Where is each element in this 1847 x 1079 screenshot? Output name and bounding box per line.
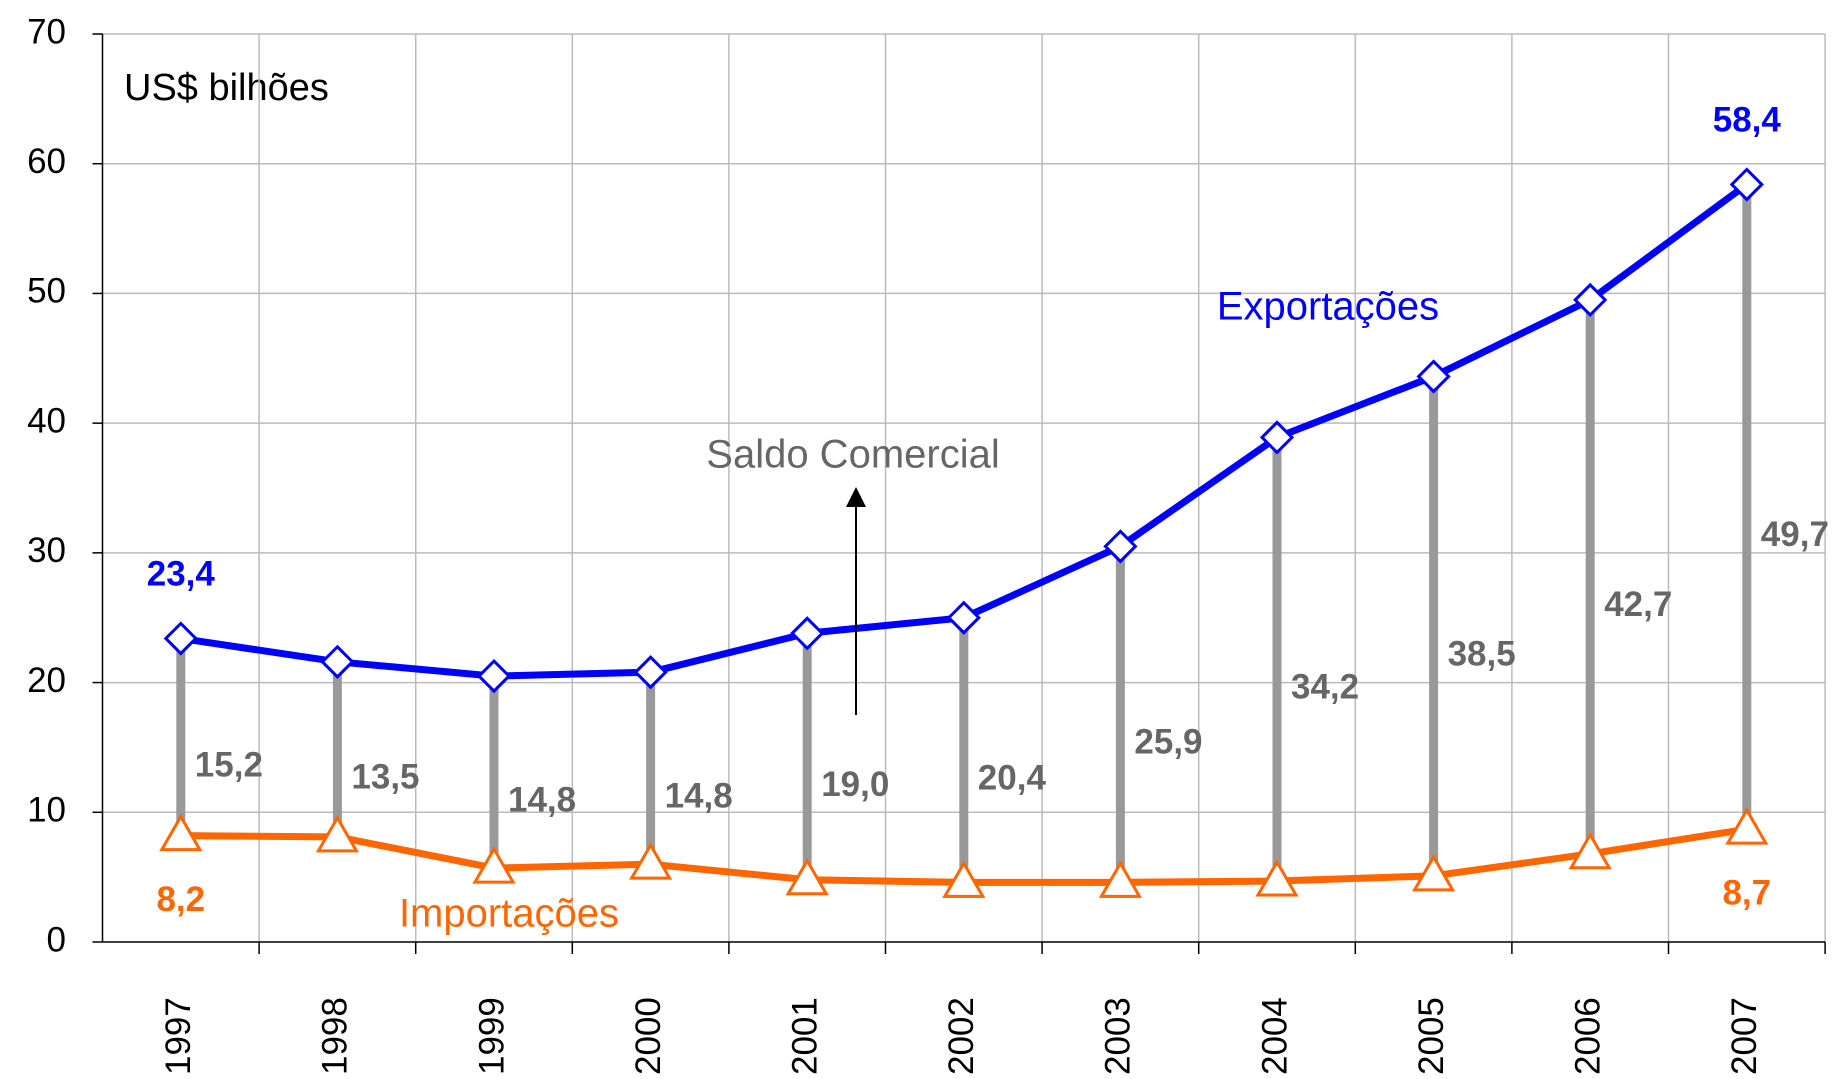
- balance-label: 25,9: [1134, 723, 1202, 762]
- series-name: Exportações: [1217, 285, 1439, 329]
- marker: [790, 616, 825, 651]
- marker: [633, 655, 668, 690]
- balance-label: 14,8: [665, 776, 733, 815]
- value-label: 23,4: [147, 555, 216, 594]
- series-name: Saldo Comercial: [706, 433, 999, 477]
- marker: [1729, 167, 1764, 202]
- x-tick-label: 2002: [942, 997, 981, 1075]
- y-tick-label: 50: [27, 272, 66, 311]
- x-tick-label: 2005: [1412, 997, 1451, 1075]
- x-tick-label: 2007: [1725, 997, 1764, 1075]
- marker: [942, 860, 986, 898]
- marker: [1259, 420, 1295, 455]
- balance-label: 13,5: [351, 758, 419, 797]
- marker: [159, 813, 203, 852]
- y-tick-label: 60: [27, 142, 66, 181]
- value-label: 58,4: [1713, 101, 1782, 140]
- x-tick-label: 2000: [629, 997, 668, 1075]
- balance-label: 38,5: [1448, 634, 1516, 673]
- marker: [1416, 359, 1451, 394]
- y-tick-label: 20: [27, 661, 66, 700]
- balance-label: 42,7: [1604, 585, 1672, 624]
- balance-label: 15,2: [195, 745, 263, 784]
- x-tick-label: 2001: [785, 997, 824, 1075]
- x-tick-label: 1997: [159, 997, 198, 1075]
- marker: [472, 846, 516, 884]
- x-tick-label: 2006: [1568, 997, 1607, 1075]
- balance-label: 14,8: [508, 780, 576, 819]
- marker: [1573, 282, 1608, 318]
- x-tick-label: 1999: [472, 997, 511, 1075]
- balance-label: 19,0: [821, 765, 889, 804]
- marker: [785, 857, 829, 896]
- marker: [476, 658, 512, 694]
- balance-label: 34,2: [1291, 667, 1359, 706]
- marker: [315, 814, 359, 853]
- x-tick-label: 1998: [316, 997, 355, 1075]
- value-label: 8,2: [156, 880, 205, 919]
- y-tick-label: 30: [27, 531, 66, 570]
- marker: [1103, 529, 1138, 564]
- marker: [320, 644, 355, 679]
- marker: [1255, 859, 1299, 897]
- marker: [1568, 831, 1612, 870]
- marker: [1098, 860, 1142, 898]
- balance-label: 49,7: [1761, 515, 1829, 554]
- marker: [1412, 853, 1456, 892]
- marker: [1725, 807, 1769, 845]
- balance-label: 20,4: [978, 758, 1047, 797]
- x-tick-label: 2004: [1255, 997, 1294, 1075]
- marker: [163, 621, 198, 656]
- marker: [946, 600, 981, 635]
- y-tick-label: 0: [47, 920, 66, 959]
- y-axis-label: US$ bilhões: [124, 67, 329, 109]
- y-tick-label: 40: [27, 401, 66, 440]
- y-tick-label: 10: [27, 791, 66, 830]
- y-tick-label: 70: [27, 12, 66, 51]
- series-name: Importações: [399, 892, 619, 936]
- value-label: 8,7: [1722, 873, 1771, 912]
- marker: [629, 842, 673, 880]
- x-tick-label: 2003: [1099, 997, 1138, 1075]
